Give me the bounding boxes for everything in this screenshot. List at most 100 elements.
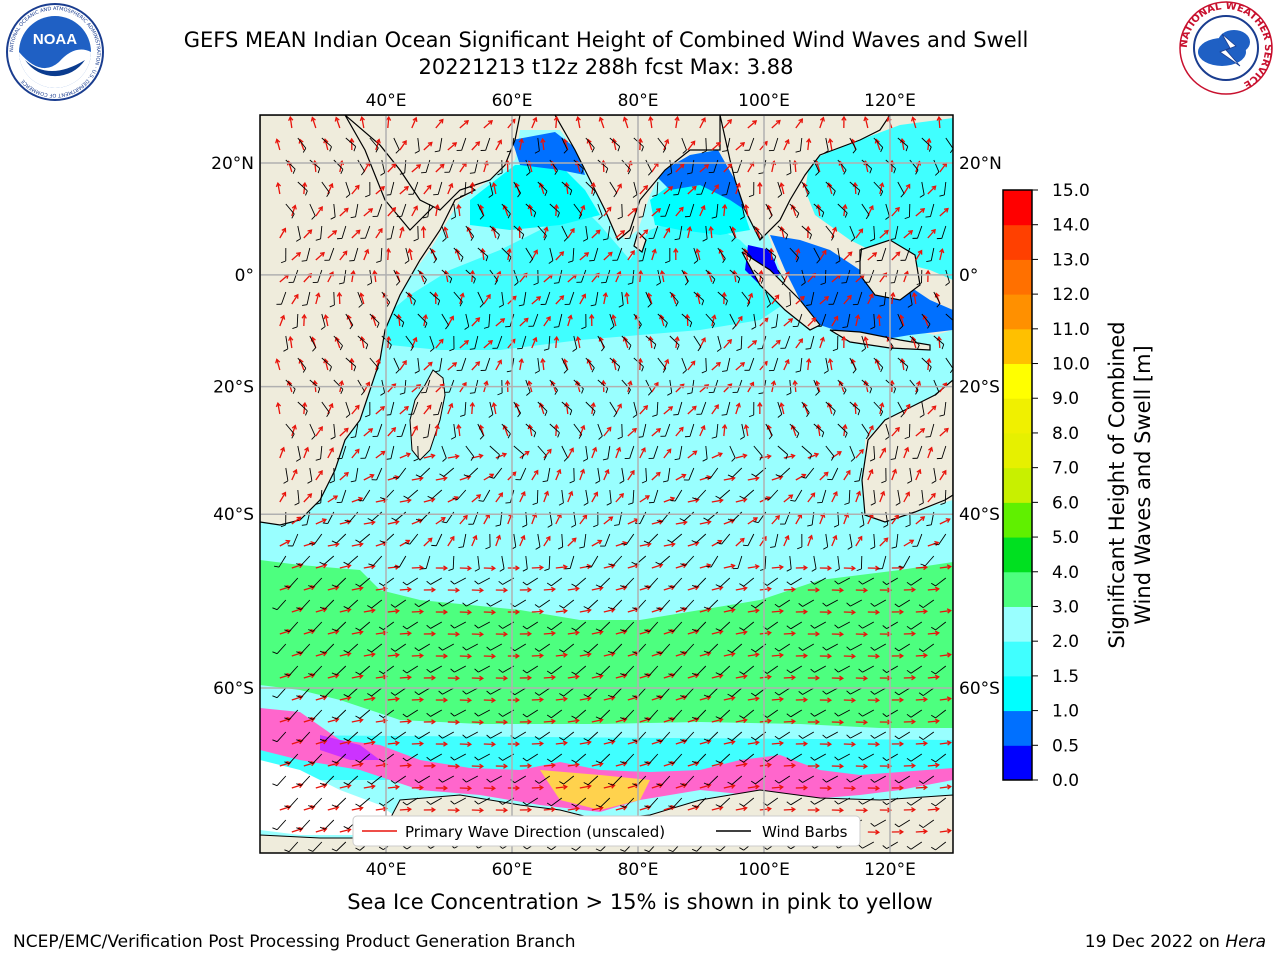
wind-barb-feather xyxy=(427,495,433,499)
wind-barb-feather xyxy=(920,563,926,567)
wave-arrow xyxy=(563,139,569,151)
wind-barb xyxy=(648,709,659,720)
wind-barb xyxy=(862,841,875,849)
wave-arrow-head xyxy=(275,181,282,188)
wave-arrow-head xyxy=(627,380,633,386)
wind-barb xyxy=(705,357,707,372)
wave-arrow-head xyxy=(385,115,392,121)
wave-arrow-head xyxy=(404,185,409,191)
wave-arrow-head xyxy=(322,827,328,833)
wind-barb-feather xyxy=(770,546,776,548)
wave-arrow xyxy=(747,653,759,657)
wind-barb-feather xyxy=(542,480,548,483)
wave-arrow xyxy=(687,406,697,415)
wind-barb-feather xyxy=(680,783,686,786)
wind-barb-feather xyxy=(474,568,480,572)
wind-barb xyxy=(442,599,455,607)
wave-arrow-head xyxy=(717,539,723,545)
wind-barb xyxy=(874,599,887,607)
wind-barb-feather xyxy=(343,561,349,565)
wind-barb xyxy=(477,203,484,216)
wind-barb-feather xyxy=(563,149,568,154)
wave-arrow xyxy=(279,447,285,459)
wind-barb xyxy=(838,709,851,717)
wind-barb-feather xyxy=(750,648,756,653)
wind-barb-feather xyxy=(674,238,680,241)
wind-barb-feather xyxy=(721,194,727,196)
wind-barb xyxy=(837,203,848,214)
wind-barb xyxy=(709,467,719,479)
wind-barb xyxy=(922,643,935,652)
wind-barb xyxy=(300,643,311,654)
wave-arrow-head xyxy=(377,227,383,233)
wind-barb-feather xyxy=(311,435,316,440)
wind-barb-feather xyxy=(296,458,301,462)
wave-arrow-head xyxy=(502,424,508,430)
wave-arrow-head xyxy=(405,539,411,545)
wave-arrow-head xyxy=(288,115,294,122)
wind-barb-feather xyxy=(858,800,863,805)
wind-barb-feather xyxy=(557,432,560,438)
wind-barb xyxy=(874,775,887,783)
colorbar-segment-3.0 xyxy=(1003,571,1032,607)
wave-arrow-head xyxy=(833,315,839,321)
colorbar-segment-10.0 xyxy=(1003,328,1032,365)
wave-arrow-head xyxy=(586,607,592,614)
wind-barb-feather xyxy=(686,392,693,395)
wave-arrow-head xyxy=(281,227,287,233)
wind-barb-feather xyxy=(632,739,638,742)
wind-barb xyxy=(825,533,829,547)
wind-barb xyxy=(489,181,494,195)
wave-arrow-head xyxy=(533,249,538,255)
wind-barb xyxy=(466,731,479,739)
wind-barb xyxy=(910,753,923,762)
wind-barb xyxy=(648,797,659,808)
wave-arrow-head xyxy=(779,402,785,408)
wave-arrow-head xyxy=(754,475,760,482)
wind-barb-feather xyxy=(498,712,503,717)
wave-arrow-head xyxy=(637,357,643,363)
wind-barb-feather xyxy=(786,801,792,806)
wave-arrow-head xyxy=(503,631,509,637)
wave-arrow-head xyxy=(475,361,481,367)
wave-arrow xyxy=(649,117,653,129)
wave-arrow xyxy=(699,425,705,437)
wind-barb-feather xyxy=(438,778,443,783)
wave-arrow xyxy=(735,763,747,767)
wind-barb-feather xyxy=(861,348,866,352)
lat-tick-right--20: 20°S xyxy=(959,378,1000,398)
wave-arrow xyxy=(711,540,722,547)
wave-arrow xyxy=(927,229,936,239)
wave-arrow-head xyxy=(455,807,461,813)
wave-arrow xyxy=(351,631,363,635)
wave-arrow-head xyxy=(766,806,772,812)
wave-arrow-head xyxy=(857,535,863,541)
wind-barb xyxy=(418,731,431,740)
wave-arrow-head xyxy=(875,785,881,791)
wave-arrow-head xyxy=(742,673,748,680)
wind-barb-feather xyxy=(543,348,549,351)
wave-arrow-head xyxy=(922,784,929,791)
wave-arrow-head xyxy=(874,138,880,144)
wind-barb xyxy=(359,577,371,587)
wind-barb-feather xyxy=(882,625,887,629)
wave-arrow xyxy=(375,139,380,151)
wind-barb xyxy=(496,335,503,349)
wave-arrow xyxy=(339,564,351,569)
wind-barb xyxy=(309,335,317,348)
wind-barb xyxy=(607,225,611,239)
wind-barb xyxy=(850,731,863,739)
wave-arrow xyxy=(771,786,783,789)
wave-arrow xyxy=(771,340,781,349)
wind-barb-feather xyxy=(378,758,384,763)
wave-arrow xyxy=(531,654,543,657)
wind-barb-feather xyxy=(308,585,314,588)
wave-arrow-head xyxy=(365,381,371,387)
wave-arrow xyxy=(459,382,467,393)
wind-barb xyxy=(489,401,494,415)
wind-barb xyxy=(347,775,359,786)
wave-arrow xyxy=(915,698,927,701)
wind-barb-feather xyxy=(880,367,884,373)
wave-arrow-head xyxy=(405,452,412,458)
wave-arrow xyxy=(399,588,411,591)
